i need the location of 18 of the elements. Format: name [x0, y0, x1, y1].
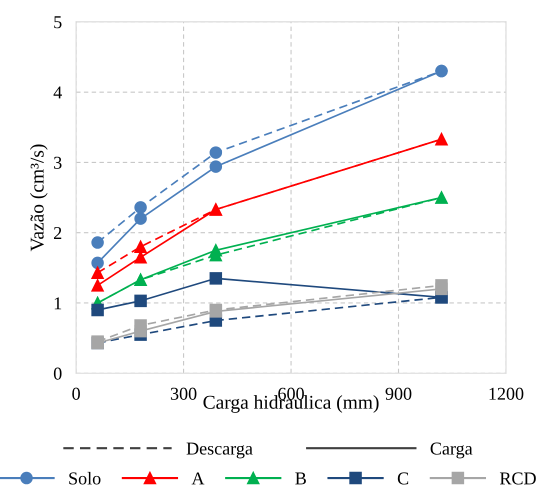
y-tick-label: 3 [54, 156, 62, 169]
legend-label: A [192, 472, 204, 484]
x-tick-label: 900 [386, 388, 412, 400]
x-tick-label: 0 [72, 388, 80, 400]
x-tick-label: 1200 [490, 388, 524, 400]
y-tick-label: 4 [54, 86, 62, 98]
legend-label: Solo [69, 472, 100, 485]
text: Carga [430, 442, 472, 458]
legend-label: B [295, 472, 306, 484]
y-tick-label: 1 [54, 297, 62, 310]
legend-label: RCD [500, 472, 536, 485]
y-axis-title: Vazão (cm³/s) [30, 144, 48, 252]
x-tick-label: 300 [170, 388, 196, 400]
y-tick-label: 0 [54, 368, 62, 380]
y-tick-label: 2 [54, 227, 62, 239]
text: Descarga [186, 442, 253, 458]
legend-label: C [398, 472, 408, 485]
y-tick-label: 5 [54, 16, 62, 28]
